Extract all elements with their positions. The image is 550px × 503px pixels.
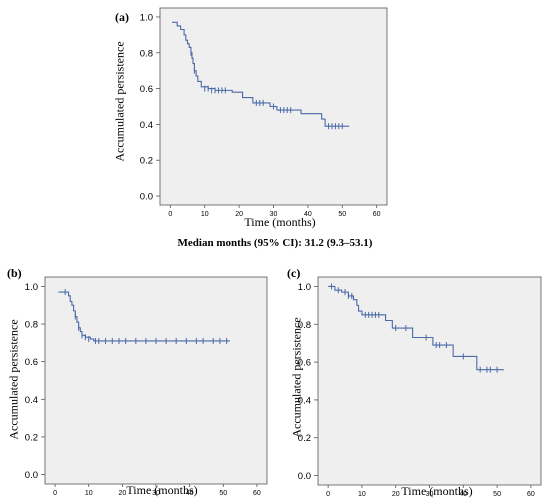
y-tick-label-a: 0.4 xyxy=(140,120,153,131)
chart-panel-b: (b) Accumulated persistence 0.0 0.2 0.4 0.6… xyxy=(2,262,270,500)
y-tick-label-a: 0.8 xyxy=(140,48,153,59)
x-tick-label-b: 30 xyxy=(152,490,160,497)
y-tick-label-b: 0.2 xyxy=(25,432,38,443)
x-tick-label-a: 20 xyxy=(235,211,243,218)
x-tick-label-a: 0 xyxy=(168,211,172,218)
x-tick-label-c: 20 xyxy=(392,491,400,498)
y-tick-label-b: 0.4 xyxy=(25,395,38,406)
y-tick-label-b: 0.6 xyxy=(25,357,38,368)
x-tick-label-c: 10 xyxy=(358,491,366,498)
y-tick-label-a: 1.0 xyxy=(140,12,153,23)
plot-frame-b xyxy=(44,276,268,485)
plot-area-c: 0.0 0.2 0.4 0.6 0.8 1.0 0 10 20 30 40 50 60 xyxy=(298,276,542,498)
chart-panel-a: (a) Accumulated persistence 0.0 0.2 0.4 0.6… xyxy=(110,2,400,234)
x-tick-label-b: 60 xyxy=(253,490,261,497)
x-tick-label-c: 60 xyxy=(527,491,535,498)
y-tick-label-c: 0.8 xyxy=(298,320,311,331)
survival-curve-b xyxy=(58,291,230,342)
x-tick-label-a: 30 xyxy=(270,211,278,218)
x-tick-label-b: 10 xyxy=(85,490,93,497)
x-tick-label-a: 10 xyxy=(201,211,209,218)
panel-label-c: (c) xyxy=(287,266,301,280)
y-tick-label-b: 0.0 xyxy=(25,470,38,481)
panel-label-a: (a) xyxy=(115,10,129,24)
x-tick-label-c: 0 xyxy=(326,491,330,498)
y-tick-label-c: 0.6 xyxy=(298,358,311,369)
y-tick-label-c: 0.4 xyxy=(298,395,311,406)
chart-panel-c: (c) Accumulated persistence 0.0 0.2 0.4 0.6… xyxy=(282,262,546,500)
y-tick-label-b: 1.0 xyxy=(25,282,38,293)
y-tick-label-a: 0.0 xyxy=(140,192,153,203)
plot-frame-c xyxy=(317,276,542,486)
x-tick-label-c: 40 xyxy=(459,491,467,498)
y-tick-label-c: 1.0 xyxy=(298,282,311,293)
panel-label-b: (b) xyxy=(7,266,22,280)
y-tick-label-b: 0.8 xyxy=(25,320,38,331)
x-tick-label-b: 40 xyxy=(186,490,194,497)
survival-curve-a xyxy=(172,21,350,127)
plot-area-b: 0.0 0.2 0.4 0.6 0.8 1.0 0 10 20 30 40 50 60 xyxy=(25,276,268,497)
x-tick-label-b: 20 xyxy=(118,490,126,497)
x-axis-label-a: Time (months) xyxy=(244,215,316,229)
x-axis-label-c: Time (months) xyxy=(401,484,473,498)
y-tick-label-c: 0.2 xyxy=(298,433,311,444)
y-tick-label-a: 0.2 xyxy=(140,156,153,167)
x-tick-label-c: 50 xyxy=(493,491,501,498)
plot-area-a: 0.0 0.2 0.4 0.6 0.8 1.0 0 10 20 30 40 50 60 xyxy=(140,7,388,218)
y-tick-label-c: 0.0 xyxy=(298,471,311,482)
x-axis-label-b: Time (months) xyxy=(126,483,198,497)
x-tick-label-c: 30 xyxy=(426,491,434,498)
x-tick-label-a: 40 xyxy=(304,211,312,218)
median-caption: Median months (95% CI): 31.2 (9.3–53.1) xyxy=(177,237,373,249)
x-tick-label-b: 50 xyxy=(219,490,227,497)
x-tick-label-b: 0 xyxy=(53,490,57,497)
x-tick-label-a: 50 xyxy=(338,211,346,218)
x-tick-label-a: 60 xyxy=(373,211,381,218)
y-tick-label-a: 0.6 xyxy=(140,84,153,95)
